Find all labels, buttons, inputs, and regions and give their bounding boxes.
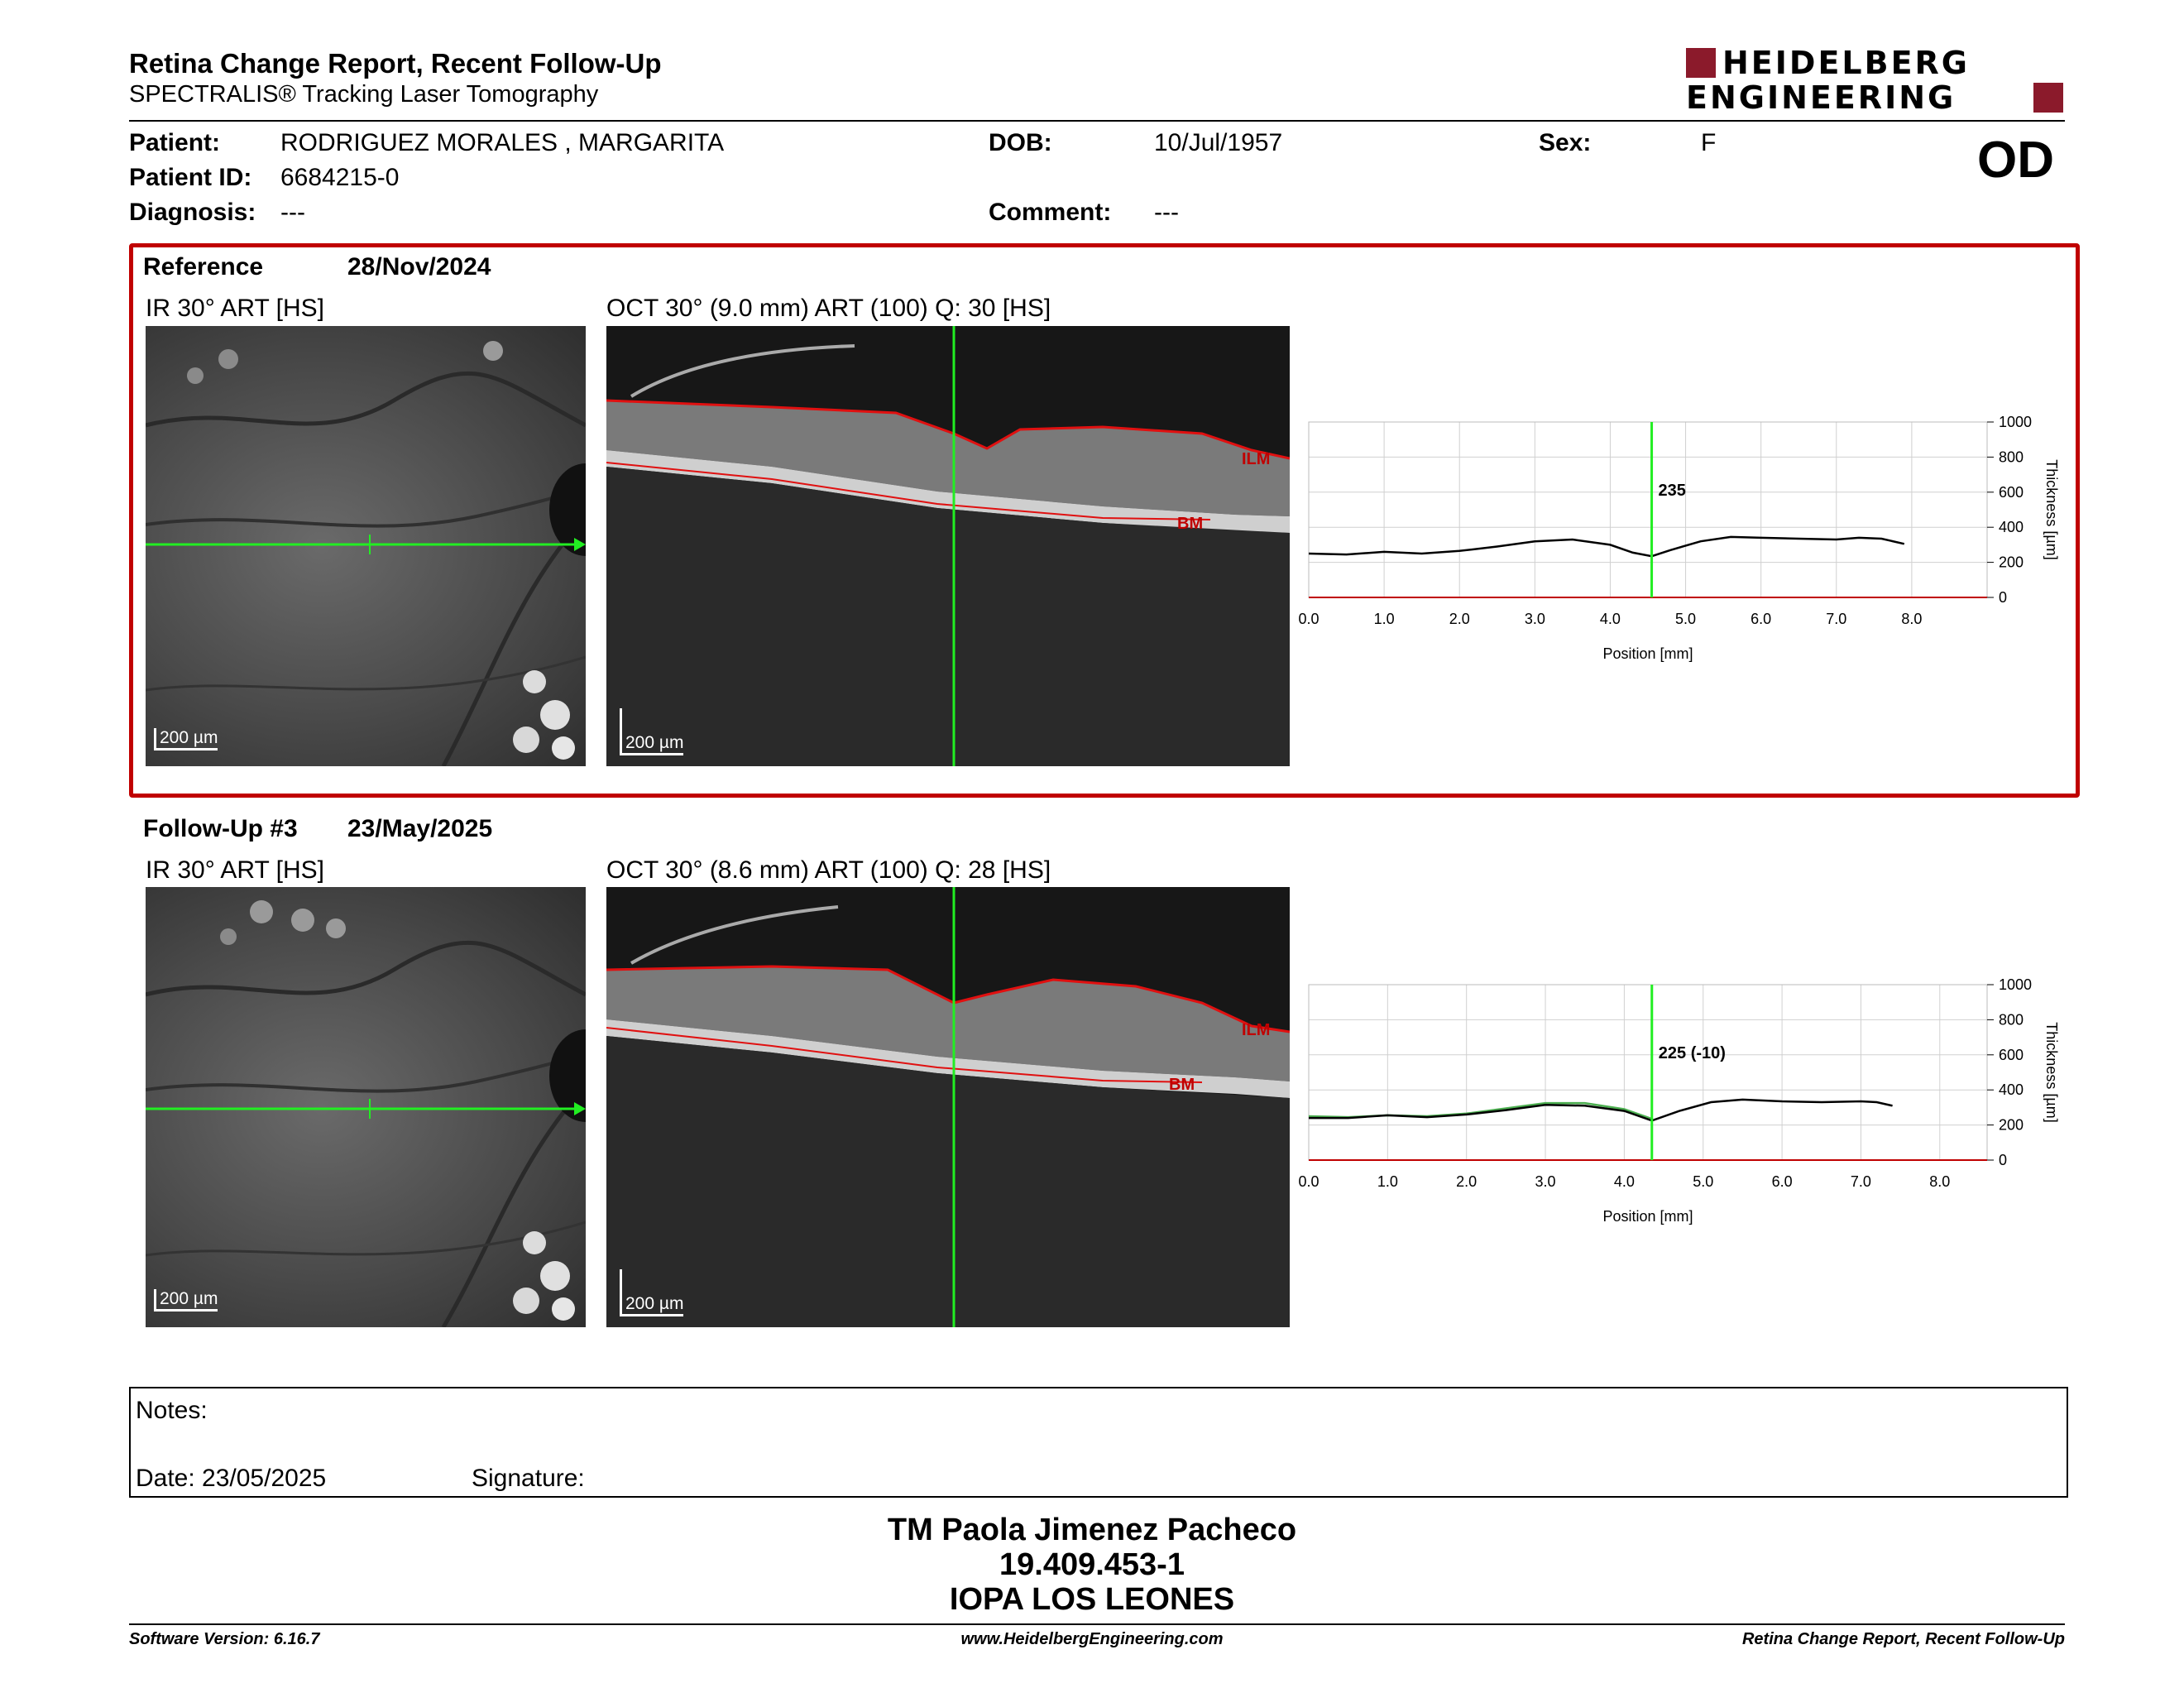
- reference-ir-scale: 200 µm: [154, 728, 218, 750]
- patient-id-label: Patient ID:: [129, 164, 252, 191]
- cursor-value-label: 235: [1659, 482, 1686, 500]
- x-tick-label: 5.0: [1675, 611, 1696, 627]
- report-subtitle: SPECTRALIS® Tracking Laser Tomography: [129, 81, 599, 108]
- signatory-org: IOPA LOS LEONES: [949, 1582, 1235, 1617]
- x-tick-label: 0.0: [1298, 1173, 1319, 1190]
- y-tick-label: 200: [1999, 1117, 2024, 1134]
- dob: 10/Jul/1957: [1154, 129, 1283, 156]
- reference-label: Reference: [143, 253, 264, 281]
- followup-ir-scale: 200 µm: [154, 1289, 218, 1312]
- reference-oct-scale: 200 µm: [620, 708, 684, 755]
- reference-date: 28/Nov/2024: [347, 253, 491, 281]
- y-tick-label: 400: [1999, 519, 2024, 535]
- x-tick-label: 8.0: [1929, 1173, 1950, 1190]
- y-axis-label: Thickness [µm]: [2043, 1022, 2060, 1122]
- x-tick-label: 7.0: [1851, 1173, 1871, 1190]
- followup-bm-label: BM: [1169, 1076, 1195, 1094]
- reference-panel: [129, 243, 2080, 798]
- reference-ir-title: IR 30° ART [HS]: [146, 295, 324, 322]
- followup-oct-scale: 200 µm: [620, 1269, 684, 1316]
- y-tick-label: 400: [1999, 1081, 2024, 1098]
- heidelberg-logo: HEIDELBERG ENGINEERING: [1686, 46, 2063, 116]
- signatory-id: 19.409.453-1: [999, 1547, 1185, 1582]
- comment-label: Comment:: [989, 199, 1112, 226]
- y-tick-label: 1000: [1999, 976, 2032, 993]
- signature-label: Signature:: [472, 1465, 585, 1492]
- y-axis-label: Thickness [µm]: [2043, 459, 2060, 559]
- notes-date: Date: 23/05/2025: [136, 1465, 327, 1492]
- notes-label: Notes:: [136, 1397, 208, 1424]
- x-tick-label: 1.0: [1374, 611, 1395, 627]
- x-axis-label: Position [mm]: [1602, 1208, 1693, 1225]
- series-line: [1309, 1098, 1893, 1122]
- comment: ---: [1154, 199, 1179, 226]
- reference-ilm-label: ILM: [1242, 450, 1271, 468]
- y-tick-label: 1000: [1999, 414, 2032, 430]
- report-title: Retina Change Report, Recent Follow-Up: [129, 48, 662, 79]
- reference-oct-title: OCT 30° (9.0 mm) ART (100) Q: 30 [HS]: [606, 295, 1051, 322]
- reference-bm-label: BM: [1177, 515, 1204, 533]
- followup-ir-title: IR 30° ART [HS]: [146, 856, 324, 884]
- reference-ir-image: 200 µm: [146, 326, 586, 766]
- signatory-name: TM Paola Jimenez Pacheco: [887, 1513, 1297, 1547]
- followup-ir-image: 200 µm: [146, 887, 586, 1327]
- plot-frame: [1308, 984, 1988, 1161]
- x-tick-label: 2.0: [1449, 611, 1470, 627]
- sex-label: Sex:: [1539, 129, 1592, 156]
- x-tick-label: 4.0: [1614, 1173, 1635, 1190]
- y-tick-label: 800: [1999, 1011, 2024, 1028]
- website-link[interactable]: www.HeidelbergEngineering.com: [960, 1630, 1224, 1648]
- patient-id: 6684215-0: [280, 164, 400, 191]
- x-tick-label: 1.0: [1377, 1173, 1398, 1190]
- footer-report-name: Retina Change Report, Recent Follow-Up: [1741, 1630, 2065, 1648]
- followup-label: Follow-Up #3: [143, 815, 298, 842]
- eye-indicator: OD: [1977, 132, 2054, 189]
- x-tick-label: 6.0: [1751, 611, 1771, 627]
- y-tick-label: 0: [1999, 589, 2007, 606]
- x-tick-label: 4.0: [1600, 611, 1621, 627]
- cursor-value-label: 225 (-10): [1659, 1044, 1726, 1062]
- diagnosis: ---: [280, 199, 305, 226]
- x-tick-label: 6.0: [1772, 1173, 1793, 1190]
- dob-label: DOB:: [989, 129, 1052, 156]
- followup-oct-title: OCT 30° (8.6 mm) ART (100) Q: 28 [HS]: [606, 856, 1051, 884]
- reference-thickness-chart: 0 200 400 600 800 1000 0.0 1.0 2.0 3.0 4.0 5.0 6.0 7.…: [1298, 414, 2060, 662]
- x-axis-label: Position [mm]: [1602, 645, 1693, 662]
- x-tick-label: 3.0: [1525, 611, 1545, 627]
- software-version: Software Version: 6.16.7: [129, 1630, 320, 1648]
- followup-ilm-label: ILM: [1242, 1021, 1271, 1039]
- y-tick-label: 600: [1999, 484, 2024, 501]
- notes-box: [129, 1387, 2068, 1498]
- y-tick-label: 0: [1999, 1152, 2007, 1168]
- sex: F: [1701, 129, 1717, 156]
- x-tick-label: 0.0: [1298, 611, 1319, 627]
- y-tick-label: 600: [1999, 1047, 2024, 1063]
- followup-date: 23/May/2025: [347, 815, 493, 842]
- followup-oct-image: ILM BM 200 µm: [606, 887, 1290, 1327]
- x-tick-label: 3.0: [1535, 1173, 1556, 1190]
- x-tick-label: 5.0: [1693, 1173, 1713, 1190]
- y-tick-label: 200: [1999, 554, 2024, 571]
- reference-oct-image: ILM BM 200 µm: [606, 326, 1290, 766]
- diagnosis-label: Diagnosis:: [129, 199, 256, 226]
- y-tick-label: 800: [1999, 448, 2024, 465]
- followup-thickness-chart: 0 200 400 600 800 1000 0.0 1.0 2.0 3.0 4.0 5.0 6.0 7.…: [1298, 976, 2060, 1225]
- patient-label: Patient:: [129, 129, 221, 156]
- x-tick-label: 7.0: [1826, 611, 1846, 627]
- x-tick-label: 8.0: [1901, 611, 1922, 627]
- plot-frame: [1308, 421, 1988, 598]
- x-tick-label: 2.0: [1456, 1173, 1477, 1190]
- series-line: [1308, 535, 1905, 558]
- patient-name: RODRIGUEZ MORALES , MARGARITA: [280, 129, 725, 156]
